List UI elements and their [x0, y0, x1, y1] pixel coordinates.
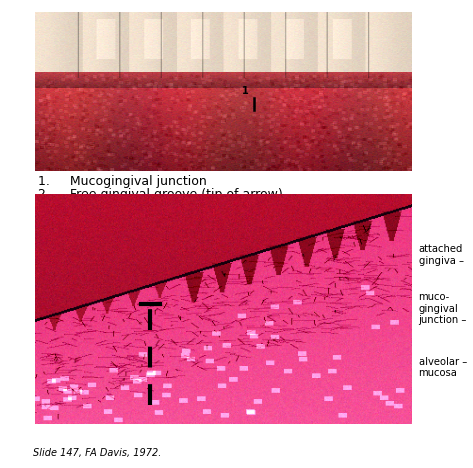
Text: Gingiva: Gingiva [191, 199, 249, 213]
Text: Slide 147, FA Davis, 1972.: Slide 147, FA Davis, 1972. [33, 448, 161, 458]
Text: alveolar –
mucosa: alveolar – mucosa [419, 357, 467, 378]
Text: muco-
gingival
junction –: muco- gingival junction – [419, 292, 467, 325]
Text: 1: 1 [242, 86, 249, 96]
Text: Alveolar
mucosa: Alveolar mucosa [41, 199, 105, 229]
Text: 2.     Free gingival groove (tip of arrow): 2. Free gingival groove (tip of arrow) [38, 188, 282, 201]
Text: 1.     Mucogingival junction: 1. Mucogingival junction [38, 176, 207, 189]
Text: attached
gingiva –: attached gingiva – [419, 244, 464, 266]
